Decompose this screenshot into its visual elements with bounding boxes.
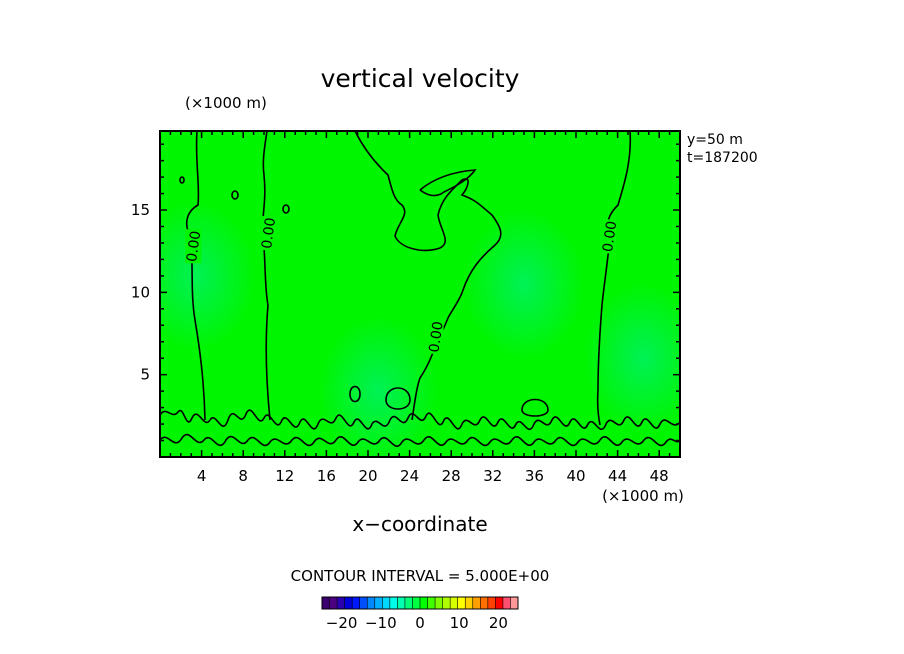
contour-label: 0.00 [184, 230, 204, 263]
contour-labels: 0.00 0.00 0.00 0.00 [184, 216, 620, 354]
colorbar-swatch [374, 597, 383, 609]
field-light-patch [160, 200, 256, 351]
x-tick-label: 40 [566, 467, 585, 485]
colorbar-tick-label: −20 [326, 614, 358, 632]
y-axis: 5 10 15 [131, 143, 680, 442]
contour-label: 0.00 [426, 320, 446, 353]
colorbar-swatch [495, 597, 504, 609]
annotation-time: t=187200 [687, 150, 758, 166]
y-tick-label: 10 [131, 283, 150, 301]
colorbar-swatch [487, 597, 496, 609]
colorbar-swatch [450, 597, 459, 609]
annotation-y: y=50 m [687, 132, 743, 148]
contour-interval-note: CONTOUR INTERVAL = 5.000E+00 [291, 567, 550, 585]
x-tick-label: 20 [358, 467, 377, 485]
colorbar-swatch [352, 597, 361, 609]
x-tick-label: 12 [275, 467, 294, 485]
x-tick-label: 4 [197, 467, 207, 485]
colorbar-swatch [502, 597, 511, 609]
field-light-patch [318, 316, 439, 457]
contour-line-x43 [596, 131, 632, 426]
contour-lines [160, 131, 680, 447]
contour-band [160, 433, 680, 447]
contour-line-tongue [419, 169, 477, 197]
x-axis: 4 8 12 16 20 24 28 32 36 40 44 48 [169, 131, 671, 485]
contour-label-gap [427, 319, 444, 354]
x-tick-label: 28 [442, 467, 461, 485]
colorbar-swatch [337, 597, 346, 609]
colorbar-swatch [442, 597, 451, 609]
colorbar-swatch [397, 597, 406, 609]
x-axis-label: x−coordinate [352, 512, 487, 536]
colorbar-swatch [427, 597, 436, 609]
x-tick-label: 36 [525, 467, 544, 485]
y-tick-label: 15 [131, 201, 150, 219]
contour-label: 0.00 [600, 220, 620, 253]
contour-label-gap [185, 229, 202, 264]
colorbar: −20 −10 0 10 20 [321, 596, 519, 632]
colorbar-swatch [457, 597, 466, 609]
field-light-patch [583, 283, 680, 434]
x-tick-label: 8 [238, 467, 248, 485]
x-tick-label: 44 [608, 467, 627, 485]
colorbar-swatch [382, 597, 391, 609]
colorbar-swatch [367, 597, 376, 609]
colorbar-tick-label: 0 [415, 614, 425, 632]
contour-label-gap [260, 216, 277, 251]
colorbar-tick-label: 10 [450, 614, 469, 632]
colorbar-swatch [510, 597, 519, 609]
x-tick-label: 16 [317, 467, 336, 485]
colorbar-tick-label: 20 [489, 614, 508, 632]
colorbar-swatch [322, 597, 330, 609]
field-light-patch [464, 209, 584, 360]
colorbar-swatch [412, 597, 421, 609]
colorbar-tick-label: −10 [365, 614, 397, 632]
colorbar-swatch [389, 597, 398, 609]
chart-title: vertical velocity [321, 64, 520, 93]
colorbar-swatch [404, 597, 413, 609]
x-tick-label: 32 [483, 467, 502, 485]
x-tick-label: 24 [400, 467, 419, 485]
x-axis-unit: (×1000 m) [602, 487, 684, 505]
y-tick-label: 5 [140, 366, 150, 384]
y-axis-unit: (×1000 m) [185, 94, 267, 112]
colorbar-swatch [480, 597, 489, 609]
colorbar-swatch [329, 597, 338, 609]
contour-band [160, 409, 680, 431]
colorbar-swatch [420, 597, 428, 609]
colorbar-swatch [435, 597, 444, 609]
colorbar-swatch [465, 597, 474, 609]
colorbar-swatch [359, 597, 368, 609]
x-tick-label: 48 [650, 467, 669, 485]
contour-label-gap [601, 219, 618, 254]
colorbar-swatch [344, 597, 353, 609]
contour-label: 0.00 [259, 217, 279, 250]
colorbar-swatch [472, 597, 481, 609]
